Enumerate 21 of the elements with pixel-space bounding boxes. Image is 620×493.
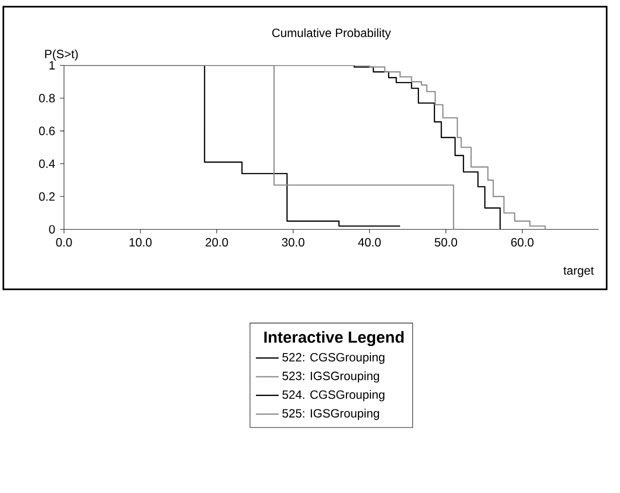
y-tick-label: 0 (49, 224, 55, 234)
legend-title: Interactive Legend (264, 330, 404, 346)
legend-label: 524. CGSGrouping (282, 390, 384, 402)
legend-label: 523: IGSGrouping (282, 371, 380, 382)
x-axis-title: target (563, 266, 594, 277)
x-tick-label: 60.0 (511, 238, 534, 246)
x-tick-label: 30.0 (282, 238, 304, 246)
y-tick-label: 0.4 (39, 159, 55, 168)
x-tick-label: 10.0 (130, 238, 152, 246)
y-tick-label: 0.8 (39, 94, 55, 102)
y-tick-label: 0.2 (39, 192, 55, 201)
y-tick-label: 0.6 (39, 126, 55, 136)
y-axis-title: P(S>t) (45, 49, 78, 60)
x-tick-label: 0.0 (56, 238, 72, 246)
chart-title: Cumulative Probability (272, 28, 391, 40)
x-tick-label: 40.0 (358, 238, 381, 246)
x-tick-label: 50.0 (434, 238, 458, 246)
legend-label: 522: CGSGrouping (282, 352, 384, 364)
x-tick-label: 20.0 (206, 238, 228, 246)
y-tick-label: 1 (50, 61, 55, 70)
legend-label: 525: IGSGrouping (282, 408, 380, 420)
